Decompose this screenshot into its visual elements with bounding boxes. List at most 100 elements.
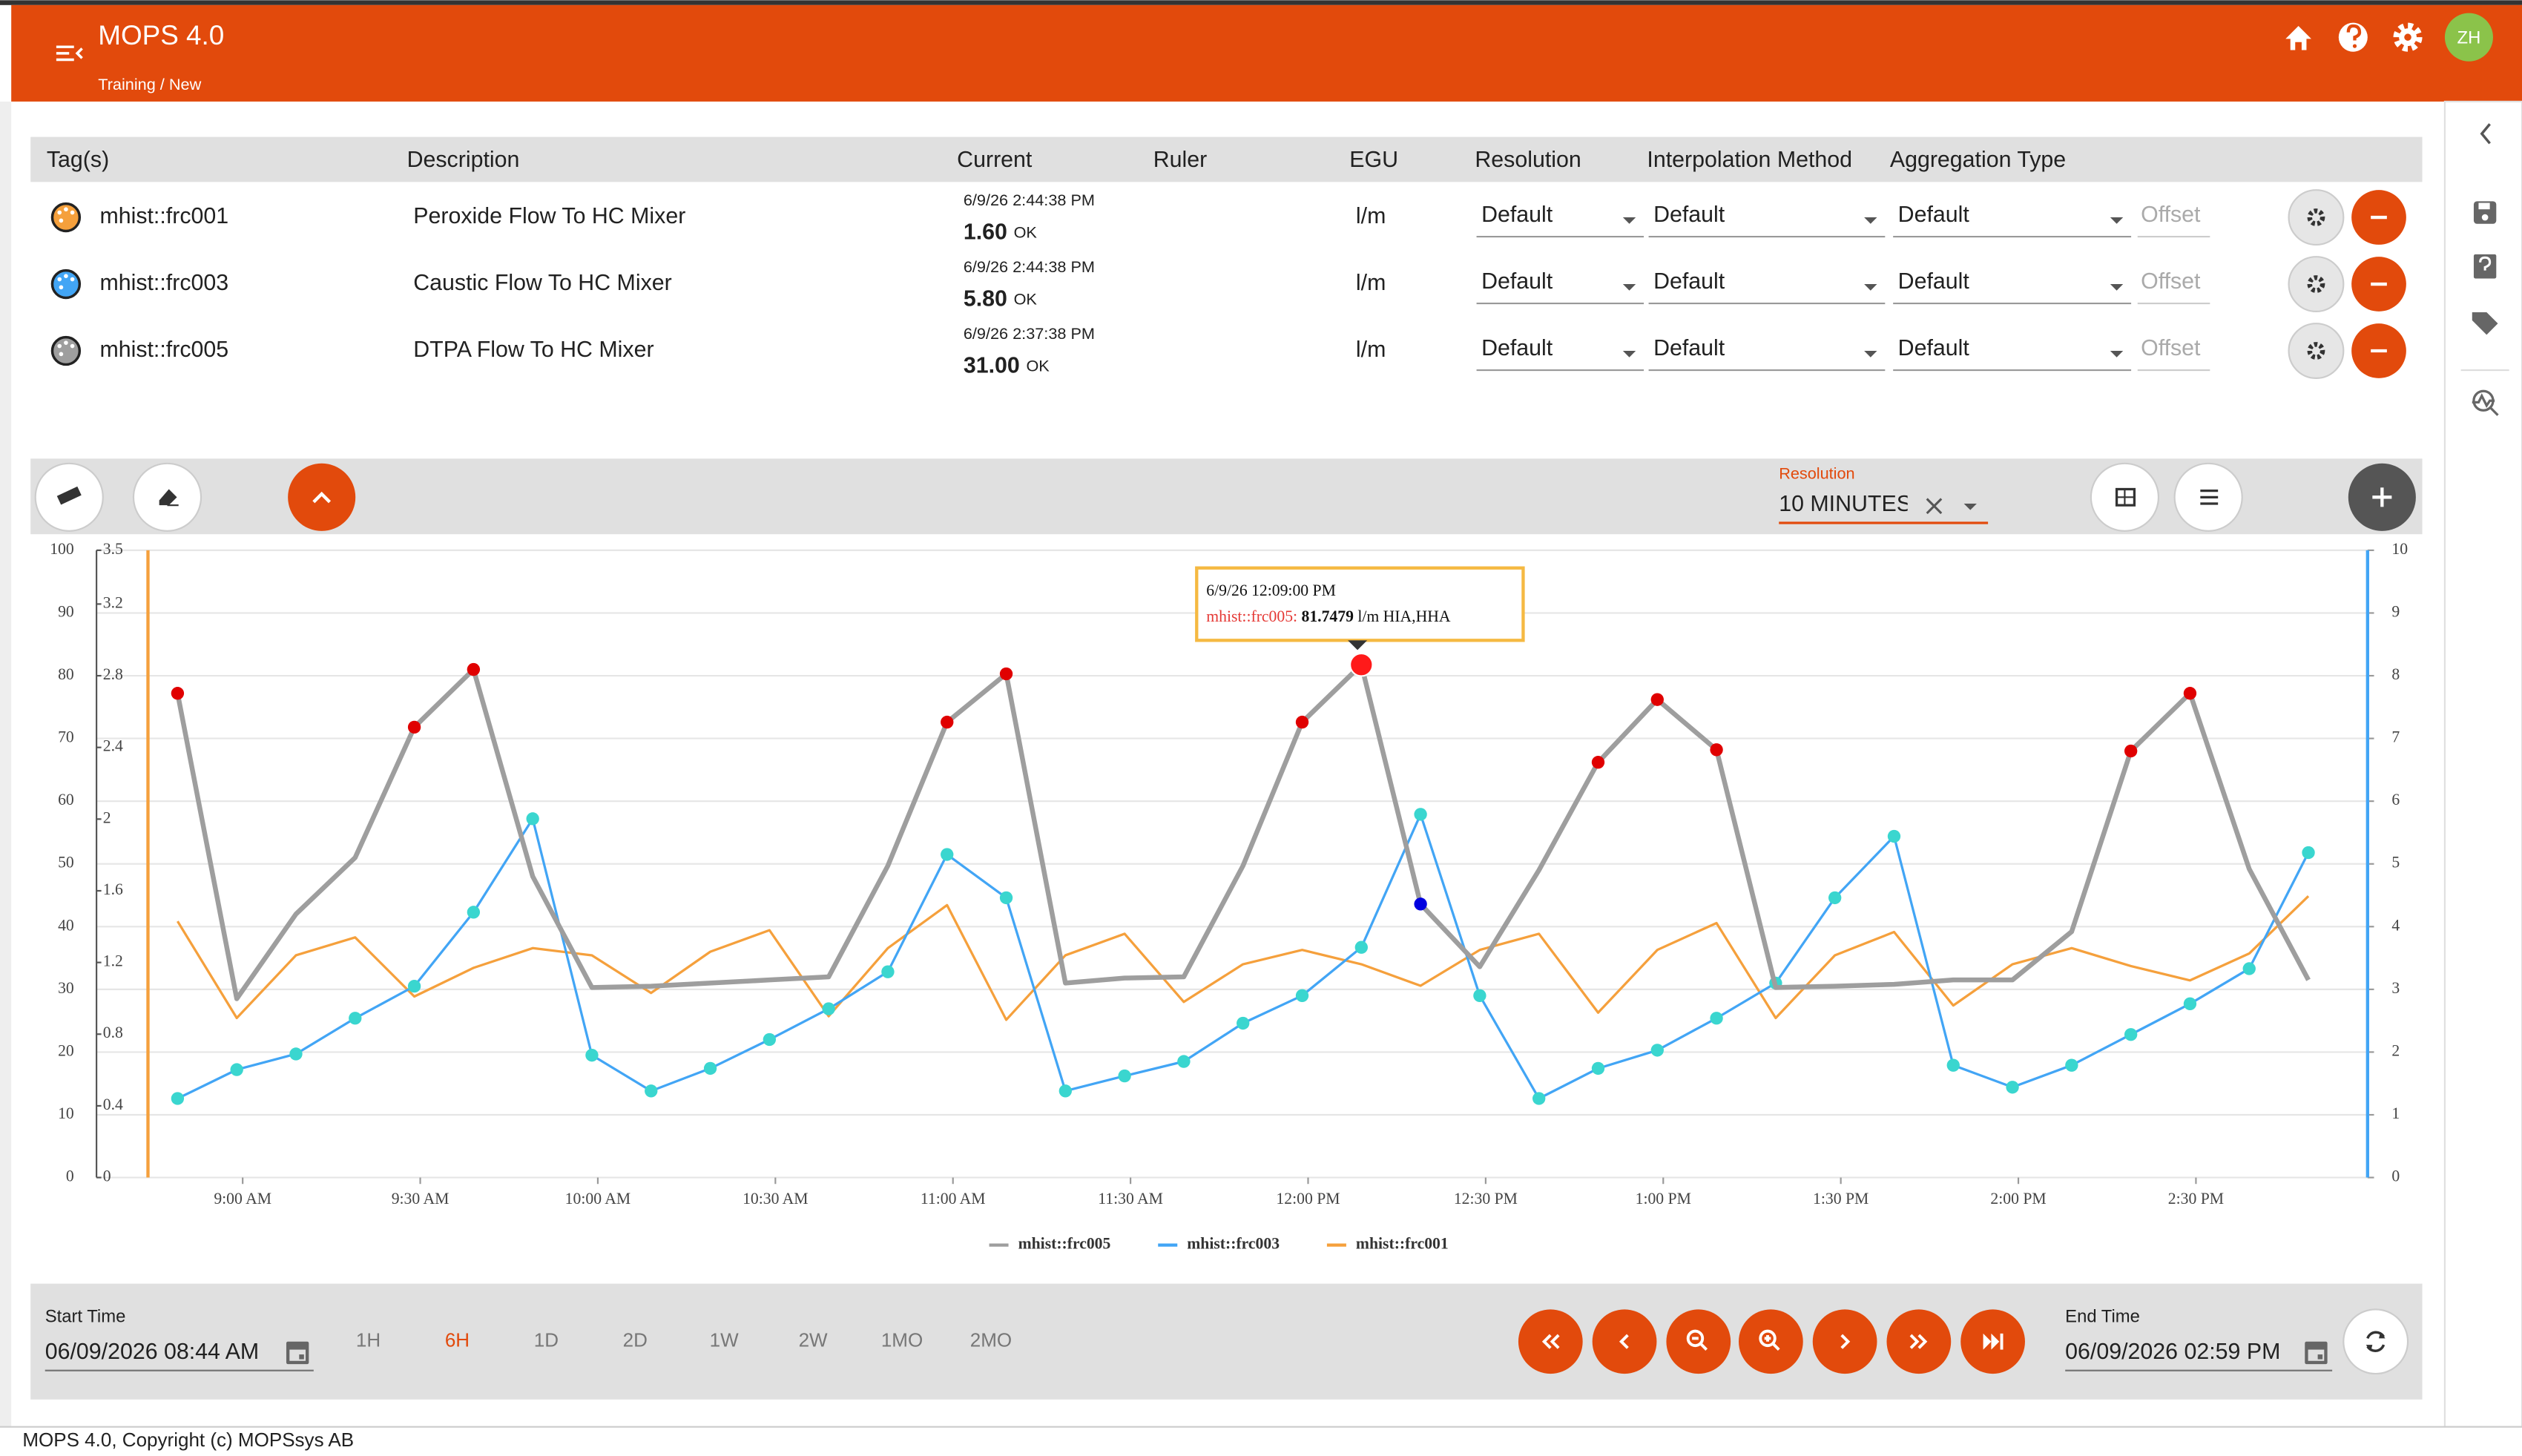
ruler-button[interactable] <box>34 462 104 532</box>
dropdown-arrow[interactable] <box>1622 284 1636 291</box>
tag-settings-button[interactable] <box>2288 323 2345 379</box>
help-doc-icon[interactable] <box>2473 254 2497 279</box>
dropdown-arrow[interactable] <box>1963 504 1977 510</box>
help-icon[interactable] <box>2338 22 2368 52</box>
avatar[interactable] <box>2444 13 2493 62</box>
legend-label[interactable]: mhist::frc005 <box>1018 1235 1111 1253</box>
end-value[interactable]: 06/09/2026 02:59 PM <box>2065 1340 2280 1364</box>
interpolation-select[interactable]: Default <box>1653 202 1725 227</box>
dropdown-arrow[interactable] <box>2110 217 2124 224</box>
start-value[interactable]: 06/09/2026 08:44 AM <box>45 1340 260 1364</box>
aggregation-select[interactable]: Default <box>1898 202 1970 227</box>
range-button[interactable]: 2MO <box>970 1329 1012 1351</box>
back-button[interactable] <box>1592 1309 1657 1374</box>
range-button[interactable]: 1D <box>534 1329 559 1351</box>
left-margin <box>0 101 12 1427</box>
interpolation-select[interactable]: Default <box>1653 336 1725 360</box>
time-bar <box>30 1283 2423 1400</box>
forward-button[interactable] <box>1812 1309 1877 1374</box>
data-point <box>1177 1055 1191 1068</box>
y3-tick-label: 2 <box>103 808 111 826</box>
palette-dot <box>70 277 75 282</box>
end-calendar-icon[interactable] <box>2305 1341 2328 1365</box>
dropdown-arrow[interactable] <box>1622 217 1636 224</box>
x-tick-label: 11:00 AM <box>921 1190 986 1208</box>
zoom-in-button[interactable] <box>1739 1309 1803 1374</box>
range-button[interactable]: 1MO <box>881 1329 923 1351</box>
legend-label[interactable]: mhist::frc003 <box>1187 1235 1280 1253</box>
range-button[interactable]: 1W <box>710 1329 739 1351</box>
dropdown-arrow[interactable] <box>1864 217 1877 224</box>
remove-tag-button[interactable] <box>2351 323 2406 378</box>
skip-to-end-button[interactable] <box>1960 1309 2025 1374</box>
y-tick-label: 30 <box>58 979 74 997</box>
start-calendar-icon[interactable] <box>286 1341 309 1365</box>
clear-resolution[interactable] <box>1926 498 1943 515</box>
breadcrumb: Training / New <box>98 75 201 93</box>
tooltip-box <box>1195 566 1525 642</box>
range-button[interactable]: 1H <box>356 1329 381 1351</box>
data-point <box>2183 997 2197 1010</box>
data-point <box>230 1063 243 1076</box>
current-value: 31.00 OK <box>964 354 1050 378</box>
y2-tick-label: 0 <box>2391 1167 2400 1185</box>
offset-input[interactable]: Offset <box>2141 202 2201 227</box>
current-value: 1.60 OK <box>964 220 1038 245</box>
data-point <box>2124 1028 2138 1041</box>
resolution-select[interactable]: Default <box>1481 202 1553 227</box>
refresh-button[interactable] <box>2342 1308 2409 1375</box>
settings-icon[interactable] <box>2393 22 2423 52</box>
menu-icon[interactable] <box>56 45 83 62</box>
range-button[interactable]: 2D <box>623 1329 648 1351</box>
x-tick-label: 12:00 PM <box>1276 1190 1340 1208</box>
save-icon[interactable] <box>2473 201 2497 224</box>
range-buttons: 1H 6H 1D 2D 1W 2W 1MO 2MO <box>356 1329 1012 1351</box>
tag-name: mhist::frc003 <box>99 271 228 295</box>
breadcrumb-item[interactable]: Training <box>98 75 156 93</box>
data-point <box>1828 891 1842 905</box>
zoom-out-button[interactable] <box>1666 1309 1731 1374</box>
offset-input[interactable]: Offset <box>2141 336 2201 360</box>
home-icon[interactable] <box>2285 26 2311 50</box>
column-header: Description <box>407 148 520 172</box>
forward-far-button[interactable] <box>1886 1309 1952 1374</box>
eraser-button[interactable] <box>132 462 203 532</box>
legend-label[interactable]: mhist::frc001 <box>1356 1235 1449 1253</box>
tag-settings-button[interactable] <box>2288 189 2345 246</box>
list-view-button[interactable] <box>2173 462 2243 532</box>
y-tick-label: 50 <box>58 854 74 872</box>
resolution-select[interactable]: Default <box>1481 269 1553 294</box>
remove-tag-button[interactable] <box>2351 257 2406 312</box>
table-row: mhist::frc003 Caustic Flow To HC Mixer 6/9… <box>50 256 2406 312</box>
offset-input[interactable]: Offset <box>2141 269 2201 294</box>
remove-tag-button[interactable] <box>2351 190 2406 245</box>
interpolation-select[interactable]: Default <box>1653 269 1725 294</box>
tag-settings-button[interactable] <box>2288 256 2345 312</box>
description: DTPA Flow To HC Mixer <box>413 337 653 362</box>
data-point <box>2242 962 2256 975</box>
resolution-value[interactable]: 10 MINUTES <box>1779 492 1912 516</box>
breadcrumb-item[interactable]: New <box>169 75 202 93</box>
rewind-far-button[interactable] <box>1518 1309 1583 1374</box>
y3-tick-label: 1.6 <box>103 880 123 898</box>
aggregation-select[interactable]: Default <box>1898 336 1970 360</box>
column-header: Aggregation Type <box>1890 148 2066 172</box>
dropdown-arrow[interactable] <box>1864 284 1877 291</box>
dropdown-arrow[interactable] <box>2110 284 2124 291</box>
data-point <box>171 1092 185 1105</box>
collapse-icon[interactable] <box>2480 123 2491 145</box>
dropdown-arrow[interactable] <box>1622 351 1636 358</box>
add-chart-button[interactable] <box>2348 463 2416 531</box>
dropdown-arrow[interactable] <box>2110 351 2124 358</box>
resolution-select[interactable]: Default <box>1481 336 1553 360</box>
analytics-icon[interactable] <box>2472 389 2499 416</box>
start-label: Start Time <box>45 1307 126 1327</box>
collapse-button[interactable] <box>288 463 356 531</box>
dropdown-arrow[interactable] <box>1864 351 1877 358</box>
range-button[interactable]: 2W <box>799 1329 828 1351</box>
palette-dot <box>64 274 68 279</box>
aggregation-select[interactable]: Default <box>1898 269 1970 294</box>
tag-icon[interactable] <box>2472 312 2498 335</box>
table-view-button[interactable] <box>2090 462 2160 532</box>
range-button[interactable]: 6H <box>445 1329 470 1351</box>
